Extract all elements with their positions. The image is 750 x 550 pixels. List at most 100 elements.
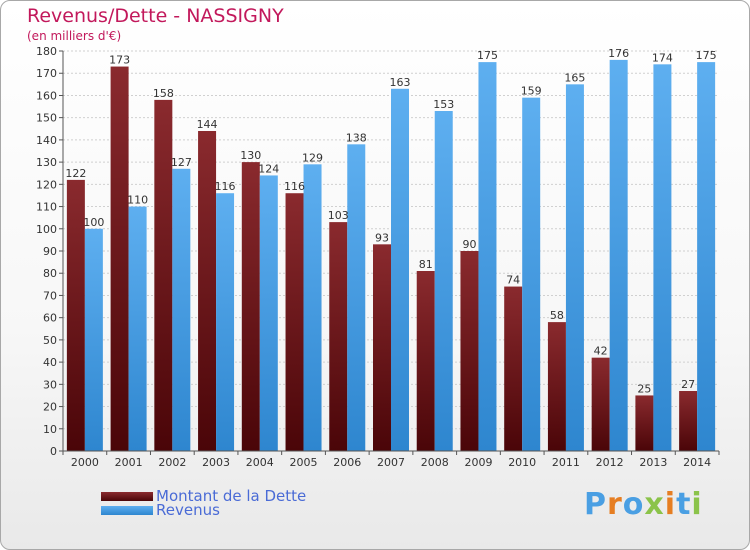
legend-swatch-revenue <box>101 506 153 515</box>
x-tick-label: 2002 <box>158 456 186 469</box>
x-tick-label: 2014 <box>683 456 711 469</box>
bar-revenue <box>697 62 716 451</box>
y-tick-label: 40 <box>43 356 57 369</box>
bar-debt <box>504 286 523 451</box>
data-label-revenue: 159 <box>521 85 542 98</box>
x-tick-label: 2004 <box>246 456 274 469</box>
y-tick-label: 120 <box>36 178 57 191</box>
data-label-debt: 58 <box>550 309 564 322</box>
bar-debt <box>285 193 304 451</box>
x-tick-label: 2012 <box>596 456 624 469</box>
chart-subtitle: (en milliers d'€) <box>27 29 122 43</box>
y-tick-label: 50 <box>43 334 57 347</box>
bar-revenue <box>478 62 497 451</box>
x-tick-label: 2011 <box>552 456 580 469</box>
bar-debt <box>110 66 129 452</box>
logo-letter: o <box>622 487 645 522</box>
x-tick-label: 2008 <box>421 456 449 469</box>
legend-label-revenue: Revenus <box>156 501 220 519</box>
x-tick-label: 2001 <box>115 456 143 469</box>
data-label-debt: 90 <box>462 238 476 251</box>
bar-revenue <box>347 144 366 452</box>
data-label-revenue: 138 <box>346 131 367 144</box>
data-label-debt: 173 <box>109 54 130 67</box>
data-label-revenue: 174 <box>652 51 673 64</box>
x-tick-label: 2009 <box>464 456 492 469</box>
bar-debt <box>154 99 173 451</box>
data-label-debt: 103 <box>328 209 349 222</box>
y-tick-label: 110 <box>36 201 57 214</box>
bar-revenue <box>172 168 191 451</box>
data-label-revenue: 163 <box>390 76 411 89</box>
bar-debt <box>679 391 698 451</box>
bar-revenue <box>522 97 541 452</box>
data-label-revenue: 110 <box>127 194 148 207</box>
logo-letter: t <box>676 487 692 522</box>
y-tick-label: 10 <box>43 423 57 436</box>
x-tick-label: 2000 <box>71 456 99 469</box>
data-label-debt: 158 <box>153 87 174 100</box>
data-label-revenue: 116 <box>215 180 236 193</box>
bar-revenue <box>565 84 584 451</box>
logo-letter: r <box>607 487 623 522</box>
y-tick-label: 100 <box>36 223 57 236</box>
logo-letter: x <box>644 487 665 522</box>
bar-revenue <box>84 228 103 451</box>
y-tick-label: 20 <box>43 401 57 414</box>
bar-revenue <box>303 164 322 452</box>
legend-label-debt: Montant de la Dette <box>156 487 307 505</box>
bar-debt <box>329 222 348 451</box>
y-tick-label: 160 <box>36 89 57 102</box>
y-tick-label: 70 <box>43 289 57 302</box>
bar-revenue <box>609 59 628 452</box>
proxiti-logo: Proxiti <box>584 487 703 522</box>
x-tick-label: 2003 <box>202 456 230 469</box>
bar-debt <box>416 271 435 451</box>
x-tick-label: 2005 <box>290 456 318 469</box>
bar-debt <box>198 131 217 451</box>
bar-debt <box>591 357 610 451</box>
bar-revenue <box>653 64 672 452</box>
data-label-revenue: 176 <box>608 47 629 60</box>
data-label-debt: 130 <box>240 149 261 162</box>
y-tick-label: 170 <box>36 67 57 80</box>
bar-revenue <box>391 88 409 452</box>
x-tick-label: 2013 <box>639 456 667 469</box>
y-tick-label: 0 <box>50 445 57 458</box>
data-label-revenue: 165 <box>564 71 585 84</box>
y-tick-label: 80 <box>43 267 57 280</box>
y-tick-label: 150 <box>36 112 57 125</box>
data-label-debt: 27 <box>681 378 695 391</box>
y-tick-label: 140 <box>36 134 57 147</box>
y-tick-label: 130 <box>36 156 57 169</box>
x-tick-label: 2007 <box>377 456 405 469</box>
x-tick-label: 2006 <box>333 456 361 469</box>
y-tick-label: 180 <box>36 45 57 58</box>
legend-swatch-debt <box>101 492 153 501</box>
bar-revenue <box>259 175 278 451</box>
x-tick-label: 2010 <box>508 456 536 469</box>
bar-debt <box>547 322 566 451</box>
logo-letter: i <box>664 487 677 522</box>
data-label-debt: 81 <box>419 258 433 271</box>
data-label-revenue: 124 <box>258 162 279 175</box>
bar-revenue <box>128 206 147 451</box>
data-label-revenue: 100 <box>83 216 104 229</box>
data-label-revenue: 127 <box>171 156 192 169</box>
bar-debt <box>241 162 260 451</box>
bar-revenue <box>216 193 235 451</box>
y-tick-label: 90 <box>43 245 57 258</box>
data-label-revenue: 175 <box>477 49 498 62</box>
logo-letter: i <box>691 487 703 522</box>
data-label-debt: 144 <box>197 118 218 131</box>
data-label-debt: 42 <box>594 345 608 358</box>
logo-letter: P <box>584 487 607 522</box>
data-label-debt: 122 <box>65 167 86 180</box>
bar-debt <box>373 244 391 451</box>
bar-debt <box>460 251 479 451</box>
data-label-debt: 25 <box>637 382 651 395</box>
data-label-revenue: 175 <box>696 49 717 62</box>
data-label-debt: 116 <box>284 180 305 193</box>
